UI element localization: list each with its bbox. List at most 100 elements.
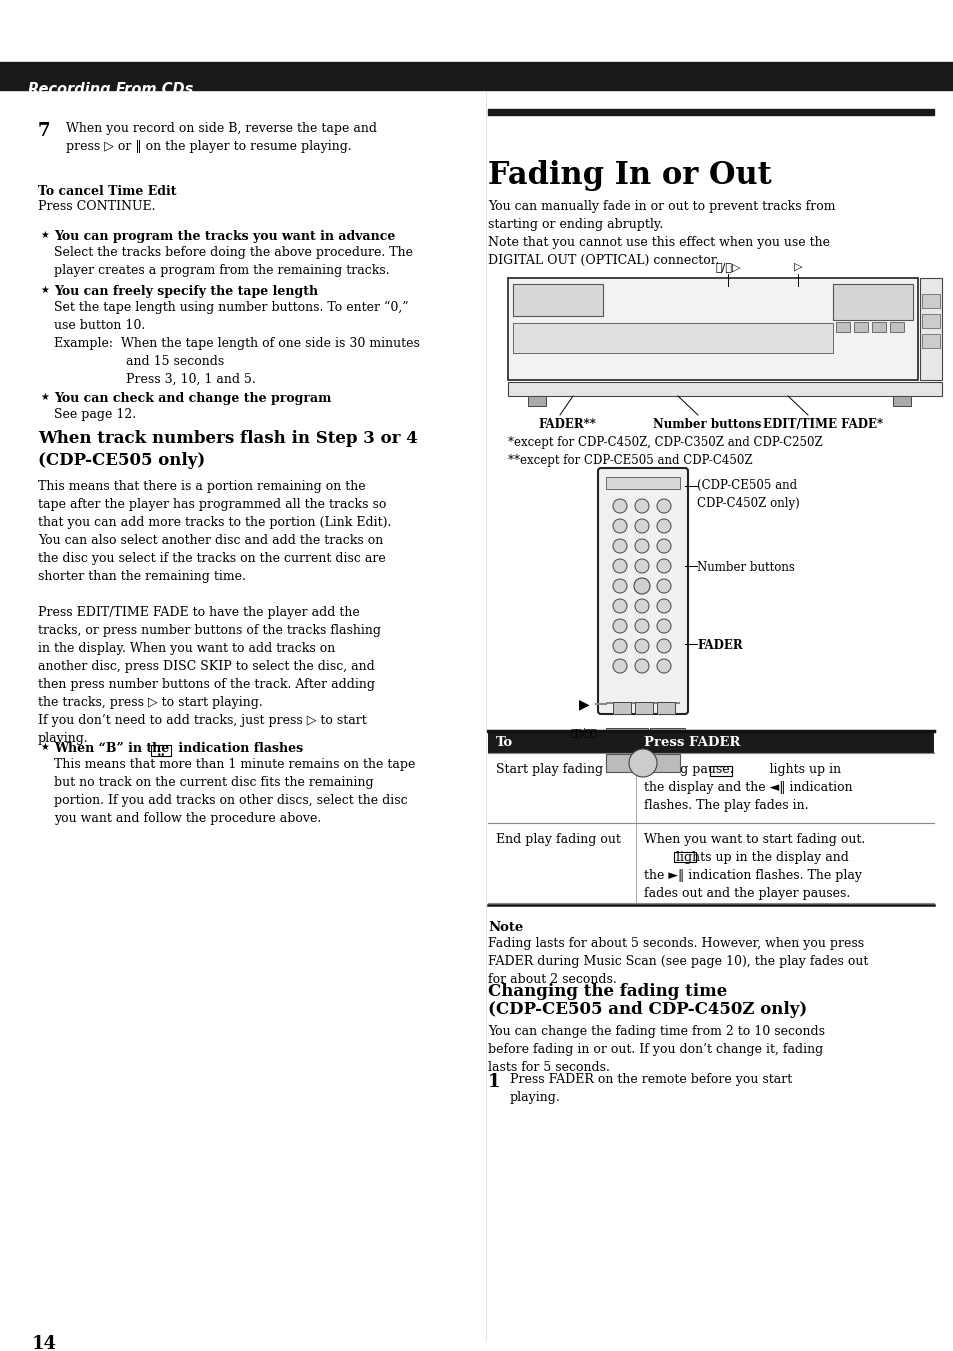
Text: Number buttons: Number buttons — [697, 561, 794, 574]
Bar — [635, 703, 652, 713]
Text: Press FADER on the remote before you start
playing.: Press FADER on the remote before you sta… — [510, 1073, 791, 1104]
Text: Fading In or Out: Fading In or Out — [488, 159, 771, 190]
Text: When you record on side B, reverse the tape and
press ▷ or ‖ on the player to re: When you record on side B, reverse the t… — [66, 122, 376, 153]
Bar — [605, 728, 647, 742]
Text: Set the tape length using number buttons. To enter “0,”
use button 10.
Example: : Set the tape length using number buttons… — [54, 301, 419, 386]
Text: ★: ★ — [40, 285, 49, 295]
Text: 14: 14 — [32, 1335, 57, 1351]
Bar — [673, 852, 696, 862]
Circle shape — [635, 659, 648, 673]
Circle shape — [613, 598, 626, 613]
Text: End play fading out: End play fading out — [496, 834, 620, 846]
Text: EDIT/TIME FADE*: EDIT/TIME FADE* — [762, 417, 882, 431]
Text: *except for CDP-C450Z, CDP-C350Z and CDP-C250Z
**except for CDP-CE505 and CDP-C4: *except for CDP-C450Z, CDP-C350Z and CDP… — [507, 436, 821, 467]
Text: When you want to start fading out.
        lights up in the display and
the ►‖ i: When you want to start fading out. light… — [643, 834, 864, 900]
Text: indication flashes: indication flashes — [173, 742, 303, 755]
Circle shape — [657, 580, 670, 593]
Text: Press CONTINUE.: Press CONTINUE. — [38, 200, 155, 213]
Bar — [921, 295, 939, 308]
Text: This means that there is a portion remaining on the
tape after the player has pr: This means that there is a portion remai… — [38, 480, 391, 744]
Circle shape — [657, 639, 670, 653]
Circle shape — [613, 499, 626, 513]
Circle shape — [657, 499, 670, 513]
Bar — [488, 109, 933, 115]
Circle shape — [613, 519, 626, 534]
Text: 7: 7 — [38, 122, 51, 141]
Text: (CDP-CE505 and
CDP-C450Z only): (CDP-CE505 and CDP-C450Z only) — [697, 480, 799, 509]
Text: Changing the fading time: Changing the fading time — [488, 984, 726, 1000]
Bar — [709, 766, 731, 775]
Bar — [853, 322, 867, 332]
Text: You can change the fading time from 2 to 10 seconds
before fading in or out. If : You can change the fading time from 2 to… — [488, 1025, 824, 1074]
Circle shape — [635, 619, 648, 634]
Bar — [527, 396, 545, 407]
Text: Note: Note — [488, 921, 522, 934]
Bar — [605, 477, 679, 489]
Text: You can check and change the program: You can check and change the program — [54, 392, 331, 405]
Circle shape — [657, 659, 670, 673]
FancyBboxPatch shape — [598, 467, 687, 713]
Circle shape — [635, 499, 648, 513]
Text: You can freely specify the tape length: You can freely specify the tape length — [54, 285, 317, 299]
Bar — [889, 322, 903, 332]
Circle shape — [635, 639, 648, 653]
Text: ••: •• — [156, 751, 165, 759]
Bar — [513, 323, 832, 353]
Bar — [513, 284, 602, 316]
Circle shape — [657, 619, 670, 634]
Bar — [892, 396, 910, 407]
Circle shape — [628, 748, 657, 777]
Text: ⏮/⏭▷: ⏮/⏭▷ — [715, 262, 740, 272]
Bar — [871, 322, 885, 332]
Bar — [151, 744, 171, 757]
Text: ★: ★ — [40, 230, 49, 240]
Text: FADER**: FADER** — [537, 417, 596, 431]
Circle shape — [635, 519, 648, 534]
Circle shape — [634, 578, 649, 594]
Text: ▶: ▶ — [578, 697, 589, 711]
Text: When “B” in the: When “B” in the — [54, 742, 173, 755]
Text: (CDP-CE505 and CDP-C450Z only): (CDP-CE505 and CDP-C450Z only) — [488, 1001, 806, 1019]
Text: Recording From CDs: Recording From CDs — [28, 82, 193, 97]
Text: Select the tracks before doing the above procedure. The
player creates a program: Select the tracks before doing the above… — [54, 246, 413, 277]
Text: ⏮⏮/⏭⏭: ⏮⏮/⏭⏭ — [571, 727, 598, 738]
Text: Fading lasts for about 5 seconds. However, when you press
FADER during Music Sca: Fading lasts for about 5 seconds. Howeve… — [488, 938, 867, 986]
Bar — [649, 728, 684, 742]
Circle shape — [635, 559, 648, 573]
Circle shape — [657, 598, 670, 613]
Text: 1: 1 — [488, 1073, 500, 1092]
Circle shape — [635, 539, 648, 553]
Bar — [0, 62, 953, 91]
Bar — [605, 703, 679, 704]
Text: Start play fading in: Start play fading in — [496, 763, 618, 775]
Circle shape — [613, 619, 626, 634]
Circle shape — [613, 580, 626, 593]
Circle shape — [613, 659, 626, 673]
Text: Number buttons: Number buttons — [652, 417, 760, 431]
Bar — [488, 731, 933, 753]
Bar — [921, 313, 939, 328]
Text: ★: ★ — [40, 742, 49, 753]
Text: You can manually fade in or out to prevent tracks from
starting or ending abrupt: You can manually fade in or out to preve… — [488, 200, 835, 267]
Circle shape — [657, 539, 670, 553]
Circle shape — [613, 559, 626, 573]
Bar — [919, 278, 941, 380]
Text: To: To — [496, 736, 513, 748]
Circle shape — [613, 539, 626, 553]
Text: You can program the tracks you want in advance: You can program the tracks you want in a… — [54, 230, 395, 243]
Text: This means that more than 1 minute remains on the tape
but no track on the curre: This means that more than 1 minute remai… — [54, 758, 415, 825]
Text: FADER: FADER — [697, 639, 741, 653]
Bar — [835, 322, 849, 332]
Circle shape — [635, 598, 648, 613]
Text: When track numbers flash in Step 3 or 4
(CDP-CE505 only): When track numbers flash in Step 3 or 4 … — [38, 430, 417, 469]
Bar — [507, 382, 941, 396]
Text: See page 12.: See page 12. — [54, 408, 136, 422]
Text: Press FADER: Press FADER — [643, 736, 740, 748]
Bar — [507, 278, 917, 380]
Text: ▷: ▷ — [793, 262, 801, 272]
Circle shape — [657, 519, 670, 534]
Bar — [605, 754, 679, 771]
Bar — [613, 703, 630, 713]
Circle shape — [657, 559, 670, 573]
Bar — [832, 284, 912, 320]
